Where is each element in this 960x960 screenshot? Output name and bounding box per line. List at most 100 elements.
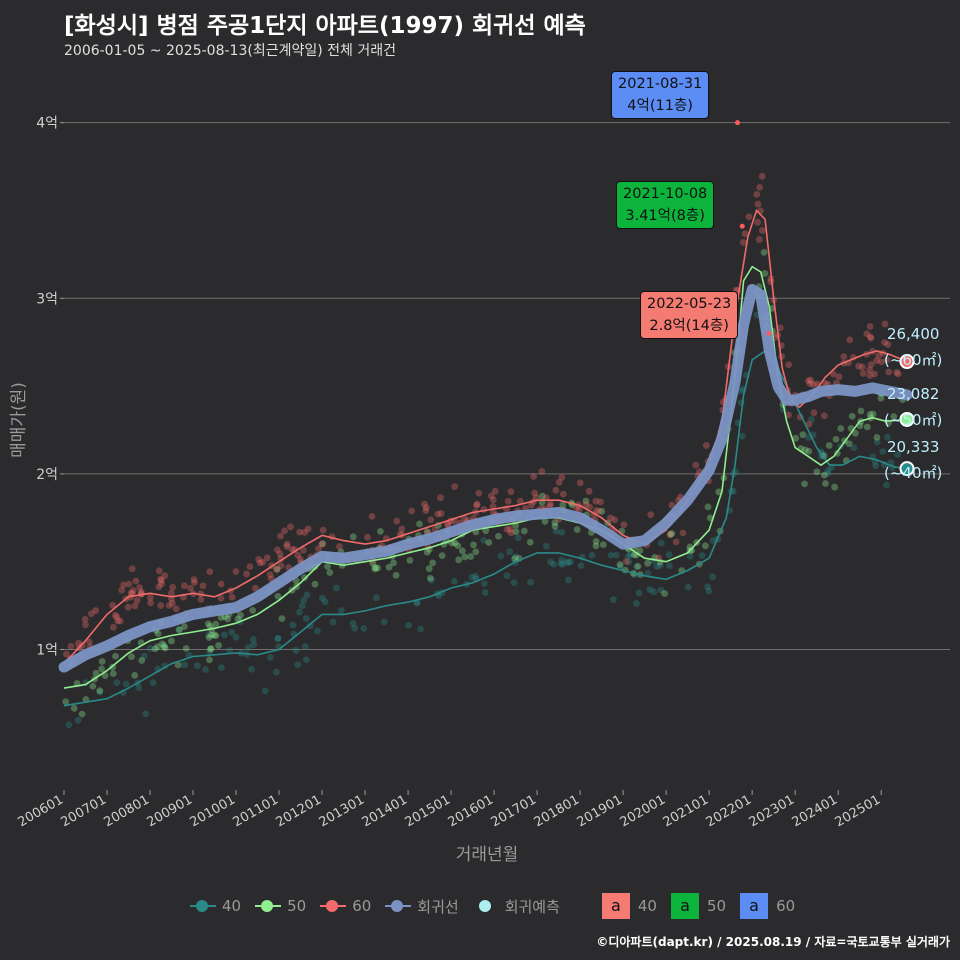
scatter-point [506, 548, 514, 556]
x-tick-label: 202201 [704, 792, 754, 830]
scatter-point [206, 656, 213, 664]
scatter-point [503, 526, 511, 533]
scatter-point [633, 600, 640, 607]
scatter-point [873, 357, 880, 365]
scatter-point [688, 547, 696, 554]
scatter-point [326, 569, 334, 576]
scatter-point [565, 576, 572, 584]
end-label-value: 23,082 [886, 385, 940, 403]
scatter-point [754, 218, 762, 226]
scatter-point [87, 610, 95, 618]
scatter-point [221, 631, 228, 639]
scatter-point [692, 461, 700, 469]
scatter-point [845, 440, 853, 448]
scatter-point [881, 320, 889, 328]
scatter-point [704, 503, 712, 511]
scatter-point [274, 592, 282, 600]
scatter-point [181, 623, 188, 630]
scatter-point [801, 446, 809, 454]
scatter-point [263, 554, 271, 562]
scatter-point [392, 571, 400, 579]
scatter-point [824, 467, 832, 474]
scatter-point [485, 539, 493, 546]
scatter-point [852, 429, 859, 437]
scatter-point [146, 594, 154, 601]
scatter-point [215, 642, 222, 649]
x-tick-label: 202501 [833, 792, 883, 830]
scatter-point [129, 587, 137, 594]
scatter-point [374, 564, 382, 572]
scatter-point [520, 527, 528, 535]
scatter-point [96, 688, 104, 696]
scatter-point [622, 558, 630, 565]
scatter-point [810, 409, 818, 417]
legend-key-60 [320, 898, 347, 914]
end-label-40: 20,333 (~40㎡) [884, 434, 942, 486]
scatter-point [371, 564, 379, 572]
scatter-point [111, 611, 119, 619]
scatter-point [542, 542, 550, 550]
y-tick-label: 2억 [36, 467, 58, 483]
y-tick-label: 4억 [36, 116, 58, 132]
scatter-point [205, 634, 213, 641]
scatter-point [92, 607, 100, 614]
scatter-point [255, 555, 263, 563]
scatter-point [855, 362, 863, 370]
scatter-point [785, 411, 792, 419]
scatter-point [808, 416, 815, 423]
scatter-point [805, 420, 813, 428]
scatter-point [473, 501, 480, 509]
scatter-point [665, 551, 673, 559]
scatter-point [206, 568, 214, 576]
scatter-point [109, 601, 116, 609]
scatter-point [831, 483, 839, 491]
scatter-point [776, 324, 784, 332]
end-label-50: 23,082 (~50㎡) [884, 381, 942, 433]
scatter-point [277, 555, 285, 563]
scatter-point [371, 565, 379, 573]
scatter-point [368, 512, 376, 520]
scatter-point [390, 559, 397, 567]
scatter-point [820, 471, 828, 479]
legend-key-50 [255, 898, 282, 914]
scatter-point [573, 504, 581, 512]
scatter-point [298, 602, 306, 610]
scatter-point [879, 448, 887, 456]
scatter-point [205, 631, 212, 639]
scatter-point [287, 523, 294, 531]
legend-item-40: 40 [190, 897, 241, 915]
scatter-point [296, 555, 304, 563]
scatter-point [702, 542, 709, 550]
scatter-point [319, 526, 327, 534]
scatter-point [98, 665, 106, 673]
scatter-point [666, 531, 674, 538]
scatter-point [277, 562, 285, 570]
scatter-point [113, 679, 121, 687]
scatter-point [510, 579, 518, 587]
scatter-point [650, 588, 658, 596]
x-tick-label: 200601 [16, 792, 66, 830]
legend-label: 40 [222, 897, 242, 915]
scatter-point [138, 657, 146, 664]
scatter-point [546, 500, 554, 508]
scatter-point [217, 664, 225, 672]
scatter-point [113, 613, 121, 621]
scatter-point [877, 358, 885, 366]
scatter-point [737, 387, 745, 395]
legend-label: 60 [352, 897, 372, 915]
end-label-value: 26,400 [886, 325, 940, 343]
scatter-point [824, 470, 832, 477]
scatter-point [805, 447, 813, 455]
scatter-point [785, 361, 793, 369]
scatter-point [301, 574, 308, 581]
scatter-point [313, 627, 321, 635]
scatter-point [304, 525, 312, 533]
legend-label: 60 [776, 897, 796, 915]
scatter-point [565, 559, 572, 566]
scatter-point [207, 645, 215, 652]
scatter-point [128, 589, 136, 597]
scatter-point [582, 501, 590, 508]
scatter-point [160, 643, 168, 651]
scatter-point [75, 639, 82, 647]
